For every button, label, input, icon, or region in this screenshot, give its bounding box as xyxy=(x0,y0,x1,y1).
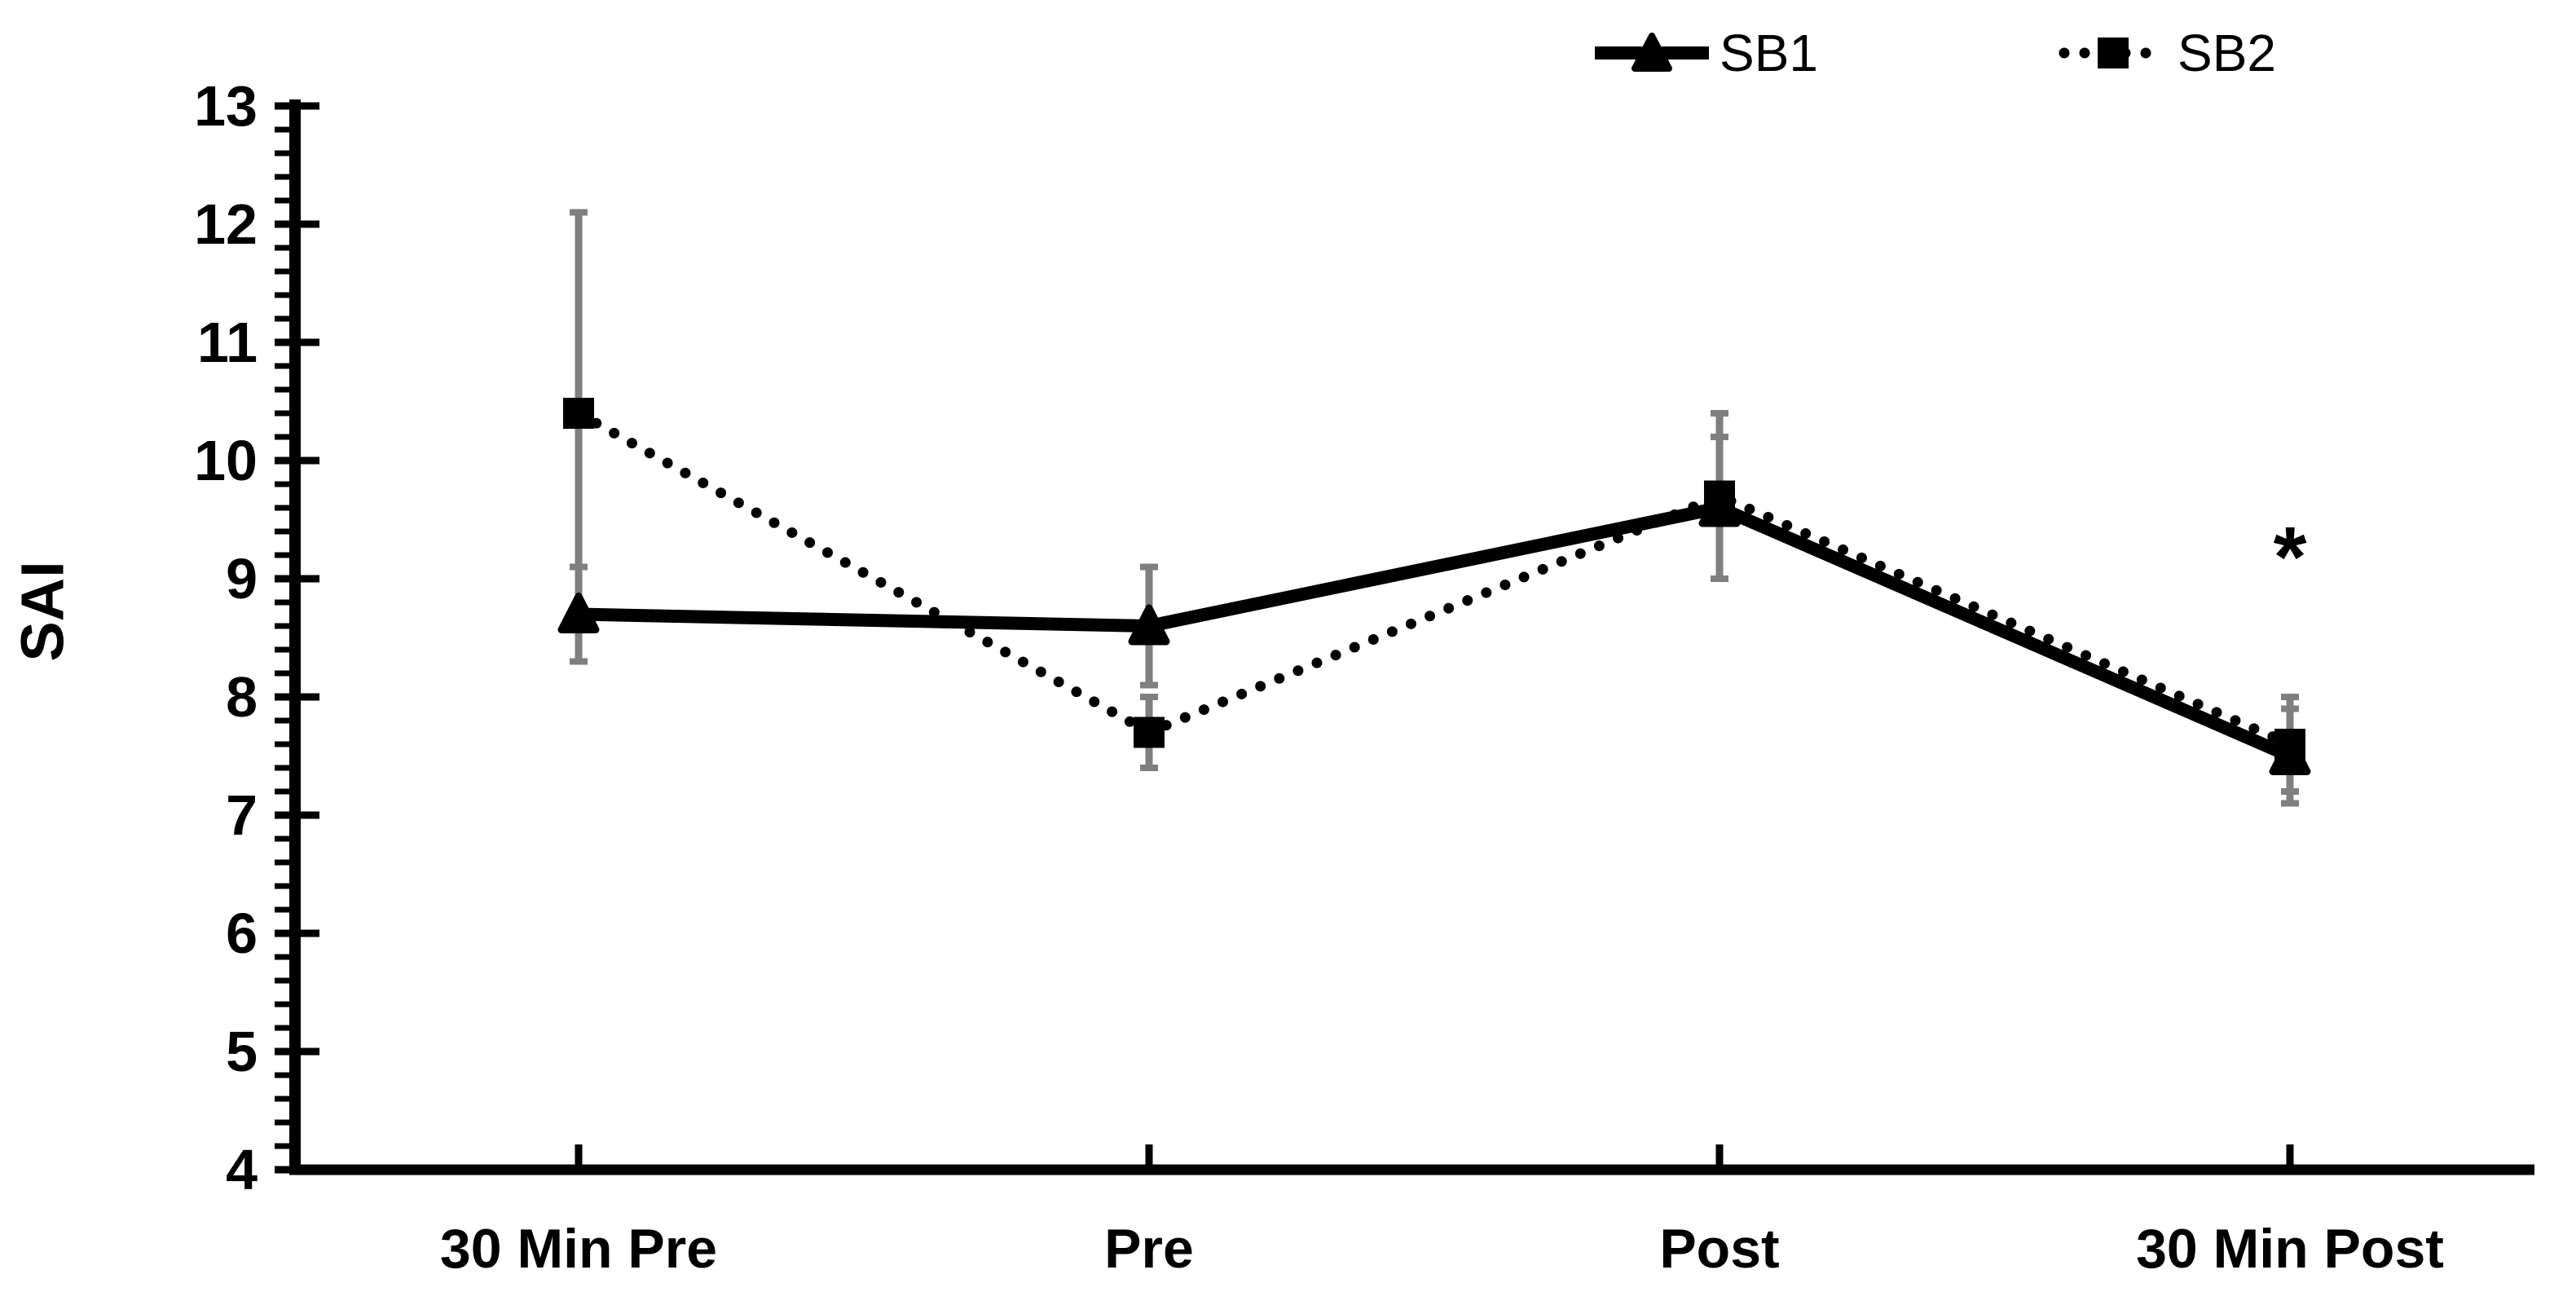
x-tick-label: 30 Min Post xyxy=(2136,1218,2444,1280)
sb2-square-marker-icon xyxy=(2274,729,2305,760)
legend-label-sb1: SB1 xyxy=(1720,24,1818,82)
sb2-square-marker-icon xyxy=(1134,717,1165,748)
y-tick-label: 8 xyxy=(226,665,258,729)
legend-label-sb2: SB2 xyxy=(2177,24,2276,82)
series-line-sb1 xyxy=(572,501,2296,763)
x-tick-label: 30 Min Pre xyxy=(440,1218,717,1280)
y-tick-label: 5 xyxy=(226,1020,258,1083)
sb1-triangle-marker-icon xyxy=(557,593,600,633)
error-bars xyxy=(570,209,2299,807)
x-tick-label: Pre xyxy=(1104,1218,1194,1280)
y-axis-title: SAI xyxy=(9,561,77,661)
x-axis-ticks: 30 Min Pre Pre Post 30 Min Post xyxy=(440,1144,2444,1280)
series-line-sb2 xyxy=(573,408,2296,750)
sb2-square-marker-icon xyxy=(1704,480,1735,512)
data-series xyxy=(557,398,2311,775)
y-tick-label: 12 xyxy=(194,192,258,256)
sb1-triangle-marker-icon xyxy=(1128,604,1170,646)
y-tick-label: 7 xyxy=(226,783,258,847)
y-tick-label: 11 xyxy=(197,311,258,374)
x-tick-label: Post xyxy=(1659,1218,1779,1280)
legend: SB1 SB2 xyxy=(1595,24,2276,82)
y-tick-label: 4 xyxy=(226,1138,258,1202)
legend-item-sb1: SB1 xyxy=(1595,24,1818,82)
sb1-triangle-marker-icon xyxy=(1631,33,1672,72)
y-tick-label: 6 xyxy=(226,902,258,965)
significance-asterisk: * xyxy=(2274,509,2307,605)
sb2-square-marker-icon xyxy=(563,398,594,429)
y-tick-label: 13 xyxy=(194,74,258,138)
y-tick-label: 9 xyxy=(226,547,258,611)
y-tick-label: 10 xyxy=(194,429,258,492)
sb2-square-marker-icon xyxy=(2098,37,2129,68)
annotations: * xyxy=(2274,509,2307,605)
legend-item-sb2: SB2 xyxy=(2059,24,2276,82)
